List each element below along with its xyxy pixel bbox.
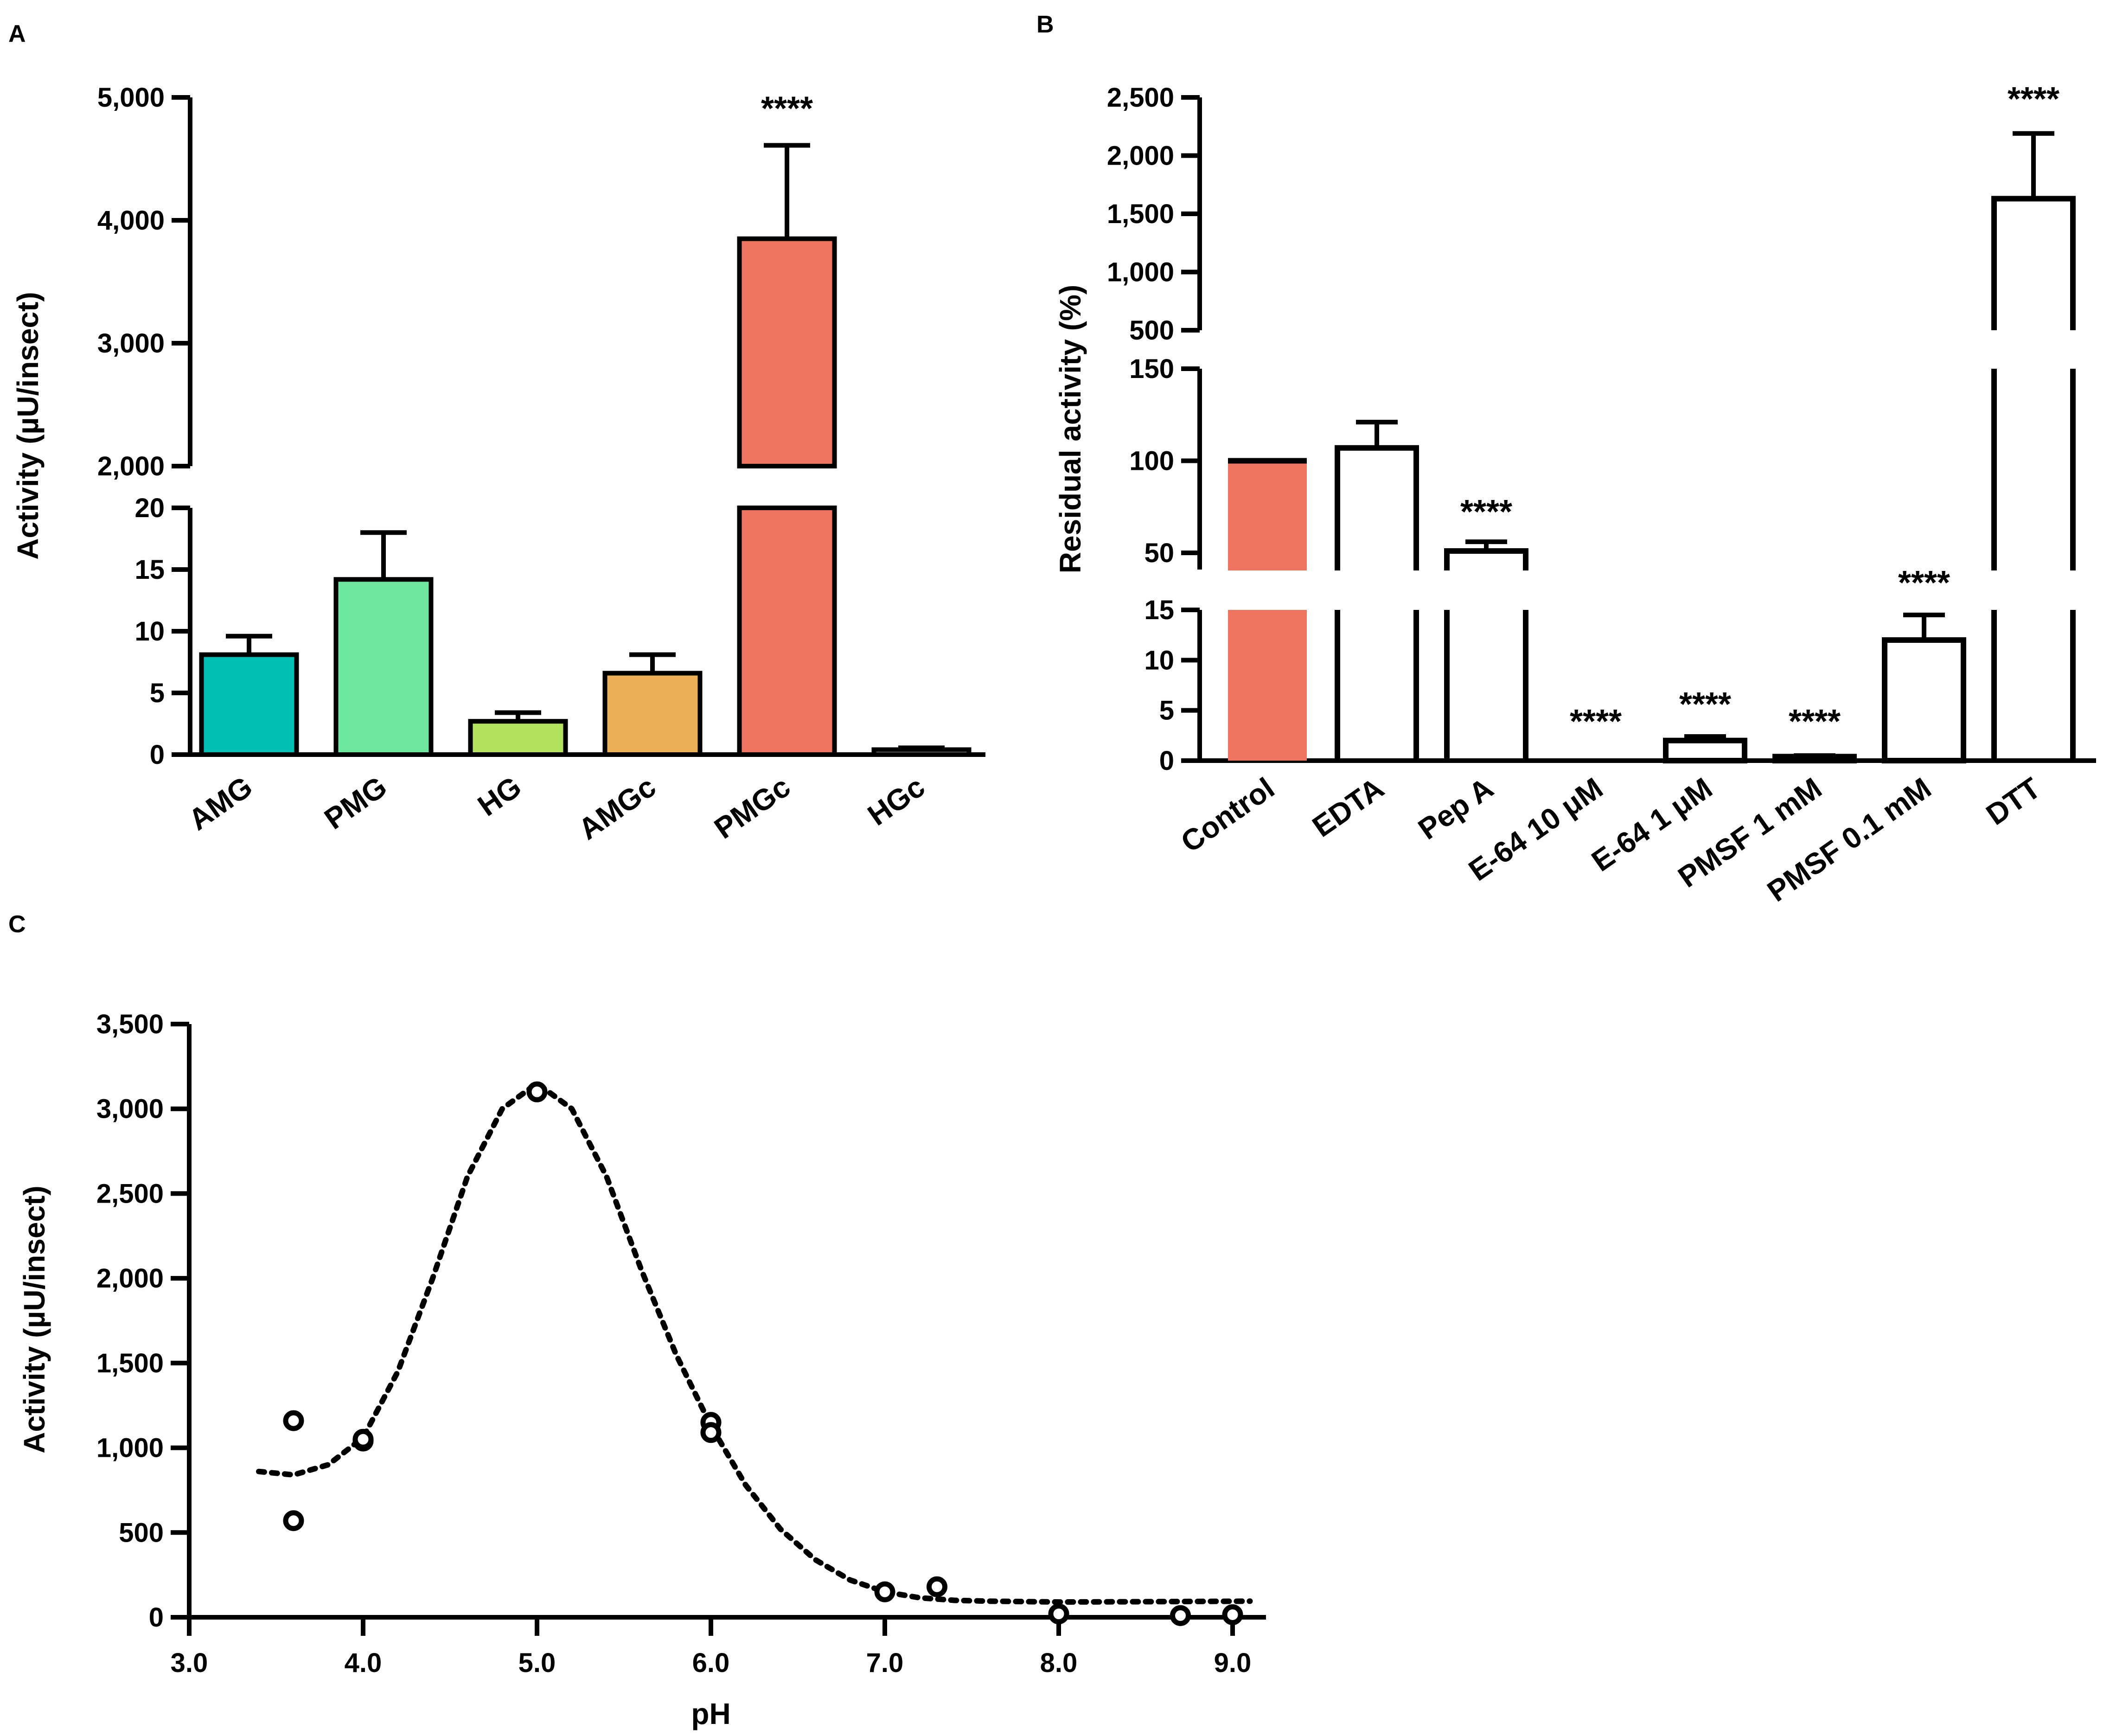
panel-c-y-tick-label: 1,500 [96, 1348, 164, 1378]
panel-b-letter: B [1036, 11, 1054, 38]
panel-a-bar [333, 577, 434, 757]
panel-b-bar [1991, 196, 2076, 761]
panel-b-significance: **** [1679, 686, 1731, 723]
panel-b-bar [1228, 461, 1307, 761]
panel-a-category-label: AMGc [572, 769, 662, 846]
panel-c-y-tick-label: 2,500 [96, 1179, 164, 1209]
panel-c-data-point [1222, 1604, 1243, 1626]
panel-a-bar [737, 506, 837, 757]
panel-c-x-tick-label: 7.0 [866, 1648, 904, 1678]
panel-c-letter: C [8, 911, 26, 938]
panel-a-y-tick-label: 20 [134, 493, 165, 523]
panel-c-data-point [1048, 1603, 1069, 1625]
panel-b-y-tick-label: 1,000 [1107, 257, 1174, 288]
panel-a-y-tick-label: 5 [150, 678, 165, 708]
panel-c-fit-curve [256, 1080, 1253, 1605]
panel-a-y-tick-label: 4,000 [97, 205, 165, 236]
panel-a-y-tick-label: 5,000 [97, 83, 165, 113]
panel-b-y-tick-label: 100 [1129, 446, 1174, 476]
panel-a-y-tick-label: 0 [150, 740, 165, 770]
panel-b-y-tick-label: 150 [1129, 354, 1174, 384]
panel-a-chart: A 0 5 10 15 20 2,000 3,000 4,000 5,000 Activity (µ… [8, 20, 985, 846]
panel-c-y-tick-label: 3,000 [96, 1094, 164, 1124]
panel-b-y-tick-label: 2,500 [1107, 83, 1174, 113]
panel-a-category-label: HG [472, 769, 527, 822]
panel-b-category-label: Pep A [1412, 771, 1499, 846]
panel-a-bar [199, 652, 299, 757]
panel-c-data-point [526, 1081, 548, 1102]
panel-c-x-tick-label: 4.0 [345, 1648, 382, 1678]
panel-b-bar [1882, 637, 1966, 763]
panel-b-significance: **** [2008, 81, 2059, 118]
panel-a-bar [737, 236, 837, 468]
panel-c-y-tick-label: 500 [119, 1518, 164, 1548]
panel-a-category-label: PMG [318, 769, 393, 836]
panel-b-y-tick-label: 2,000 [1107, 141, 1174, 171]
panel-b-bar [1663, 737, 1747, 763]
panel-c-x-tick-label: 3.0 [171, 1648, 208, 1678]
panel-b-category-label: Control [1175, 771, 1280, 858]
panel-b-y-tick-label: 5 [1159, 696, 1174, 726]
panel-c-x-tick-label: 8.0 [1040, 1648, 1078, 1678]
panel-c-data-point [283, 1410, 304, 1431]
panel-c-x-axis-title: pH [691, 1697, 730, 1730]
panel-c-chart: C 0 500 1,000 1,500 2,000 2,500 3,000 3,500 3.0 4.… [8, 911, 1266, 1730]
panel-c-data-point [1170, 1605, 1191, 1626]
panel-b-significance: **** [1898, 564, 1950, 602]
panel-a-significance: **** [761, 90, 813, 127]
panel-a-category-label: PMGc [708, 769, 796, 845]
panel-a-y-tick-label: 15 [134, 555, 165, 585]
panel-b-significance: **** [1570, 703, 1622, 740]
panel-a-bar [871, 747, 972, 757]
panel-b-category-label: EDTA [1306, 771, 1390, 843]
panel-b-y-tick-label: 50 [1144, 538, 1174, 568]
panel-b-significance: **** [1460, 493, 1512, 531]
panel-c-data-point [874, 1581, 895, 1602]
panel-b-y-tick-label: 15 [1144, 595, 1174, 625]
panel-a-y-tick-label: 3,000 [97, 328, 165, 359]
panel-a-category-label: HGc [862, 769, 931, 832]
panel-b-y-tick-label: 0 [1159, 746, 1174, 776]
panel-b-bar [1444, 548, 1528, 761]
panel-b-significance: **** [1789, 703, 1841, 740]
panel-c-y-tick-label: 1,000 [96, 1433, 164, 1463]
panel-a-letter: A [8, 20, 26, 47]
panel-a-bar [602, 671, 703, 757]
panel-a-category-label: AMG [182, 769, 258, 837]
panel-c-y-tick-label: 0 [149, 1602, 164, 1633]
panel-a-y-tick-label: 10 [134, 616, 165, 647]
panel-c-data-point [283, 1510, 304, 1531]
panel-c-y-tick-label: 2,000 [96, 1263, 164, 1294]
panel-c-x-tick-label: 5.0 [518, 1648, 556, 1678]
panel-b-y-tick-label: 500 [1129, 315, 1174, 346]
panel-b-chart: B 0 5 10 15 50 100 150 500 1,000 1,500 2,000 2,500 Re… [1036, 11, 2096, 908]
panel-b-category-label: DTT [1980, 771, 2046, 831]
panel-b-y-tick-label: 1,500 [1107, 199, 1174, 229]
panel-b-y-tick-label: 10 [1144, 645, 1174, 675]
panel-c-y-axis-title: Activity (µU/insect) [18, 1185, 51, 1453]
panel-a-bar [468, 719, 568, 757]
panel-c-x-tick-label: 6.0 [692, 1648, 730, 1678]
panel-c-data-point [352, 1429, 374, 1450]
panel-a-y-tick-label: 2,000 [97, 451, 165, 481]
panel-c-y-tick-label: 3,500 [96, 1009, 164, 1039]
panel-c-data-point [927, 1576, 947, 1597]
panel-b-y-axis-title: Residual activity (%) [1054, 285, 1087, 573]
panel-c-x-tick-label: 9.0 [1214, 1648, 1252, 1678]
panel-a-y-axis-title: Activity (µU/insect) [11, 292, 45, 559]
panel-c-data-point [700, 1422, 722, 1443]
panel-b-bar [1335, 445, 1419, 761]
panel-b-axis-break-gap [1223, 570, 1311, 610]
